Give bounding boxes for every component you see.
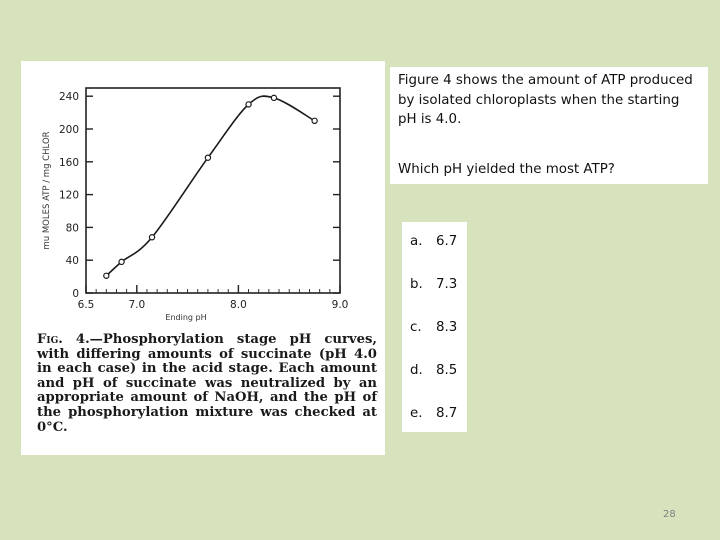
answers-box: a. 6.7 b. 7.3 c. 8.3 d. 8.5 e. 8.7 (402, 222, 467, 432)
figure-caption: Fig. 4.—Phosphorylation stage pH curves,… (37, 332, 377, 435)
y-tick-label: 240 (59, 91, 79, 103)
x-tick-label: 8.0 (230, 299, 247, 311)
plot-frame (85, 87, 341, 294)
answer-d[interactable]: d. 8.5 (410, 363, 457, 378)
x-axis-label: Ending pH (165, 313, 206, 322)
x-tick-label: 7.0 (128, 299, 145, 311)
answer-value: 7.3 (436, 277, 458, 292)
answer-letter: b. (410, 277, 423, 292)
answer-c[interactable]: c. 8.3 (410, 320, 457, 335)
caption-label: Fig. 4. (37, 332, 90, 347)
answer-letter: e. (410, 406, 423, 421)
y-tick-label: 40 (66, 255, 79, 267)
question-box: Figure 4 shows the amount of ATP produce… (390, 67, 708, 184)
data-point (103, 272, 110, 279)
question-intro: Figure 4 shows the amount of ATP produce… (398, 73, 693, 127)
y-tick-label: 160 (59, 157, 79, 169)
data-point (311, 117, 318, 125)
atp-ph-chart: 0 40 80 120 160 200 240 6.5 7.0 8.0 9.0 mu MOLES AT… (42, 87, 349, 322)
data-point (270, 94, 278, 102)
x-tick-label: 6.5 (78, 299, 95, 311)
y-axis-label: mu MOLES ATP / mg CHLOR (42, 131, 52, 249)
answer-value: 8.7 (436, 406, 458, 421)
y-tick-label: 0 (72, 288, 79, 300)
slide-number: 28 (663, 509, 676, 520)
answer-letter: c. (410, 320, 422, 335)
answer-letter: d. (410, 363, 423, 378)
answer-value: 8.3 (436, 320, 458, 335)
answer-value: 6.7 (436, 234, 458, 249)
x-tick-label: 9.0 (332, 299, 349, 311)
figure-panel: 0 40 80 120 160 200 240 6.5 7.0 8.0 9.0 mu MOLES AT… (21, 61, 385, 455)
data-point (118, 258, 125, 266)
y-tick-label: 200 (59, 124, 79, 136)
answer-letter: a. (410, 234, 423, 249)
series-curve (105, 95, 315, 277)
answer-e[interactable]: e. 8.7 (410, 406, 457, 421)
data-point (148, 234, 156, 241)
answer-a[interactable]: a. 6.7 (410, 234, 457, 249)
caption-text: —Phosphorylation stage pH curves, with d… (37, 332, 377, 435)
data-point (204, 154, 212, 161)
answer-b[interactable]: b. 7.3 (410, 277, 457, 292)
answer-value: 8.5 (436, 363, 458, 378)
y-tick-label: 120 (59, 190, 79, 202)
y-tick-label: 80 (66, 222, 79, 234)
question-prompt: Which pH yielded the most ATP? (398, 162, 615, 177)
data-point (245, 101, 252, 108)
